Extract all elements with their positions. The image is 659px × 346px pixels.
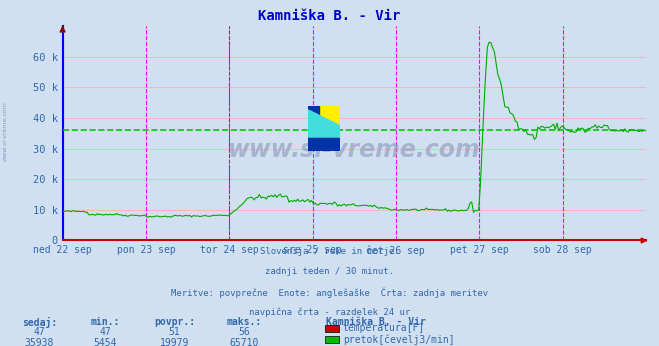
Text: 5454: 5454 <box>94 338 117 346</box>
Text: maks.:: maks.: <box>226 317 262 327</box>
Text: sedaj:: sedaj: <box>22 317 57 328</box>
Text: 56: 56 <box>238 327 250 337</box>
Text: 47: 47 <box>34 327 45 337</box>
Text: zadnji teden / 30 minut.: zadnji teden / 30 minut. <box>265 267 394 276</box>
Text: 35938: 35938 <box>25 338 54 346</box>
Text: navpična črta - razdelek 24 ur: navpična črta - razdelek 24 ur <box>249 308 410 317</box>
Text: povpr.:: povpr.: <box>154 317 195 327</box>
Text: 47: 47 <box>100 327 111 337</box>
Text: www.si-vreme.com: www.si-vreme.com <box>228 138 480 162</box>
Text: min.:: min.: <box>91 317 120 327</box>
Polygon shape <box>308 137 340 151</box>
Text: www.si-vreme.com: www.si-vreme.com <box>3 101 8 162</box>
Polygon shape <box>308 110 340 137</box>
Text: 51: 51 <box>169 327 181 337</box>
Text: 65710: 65710 <box>229 338 258 346</box>
Text: 19979: 19979 <box>160 338 189 346</box>
Text: pretok[čevelj3/min]: pretok[čevelj3/min] <box>343 335 454 345</box>
Text: Kamniška B. - Vir: Kamniška B. - Vir <box>258 9 401 22</box>
Text: Slovenija / reke in morje.: Slovenija / reke in morje. <box>260 247 399 256</box>
Text: Meritve: povprečne  Enote: anglešaške  Črta: zadnja meritev: Meritve: povprečne Enote: anglešaške Črt… <box>171 288 488 298</box>
Text: Kamniška B. - Vir: Kamniška B. - Vir <box>326 317 426 327</box>
Polygon shape <box>308 106 320 137</box>
Text: temperatura[F]: temperatura[F] <box>343 324 425 333</box>
Polygon shape <box>320 106 340 126</box>
